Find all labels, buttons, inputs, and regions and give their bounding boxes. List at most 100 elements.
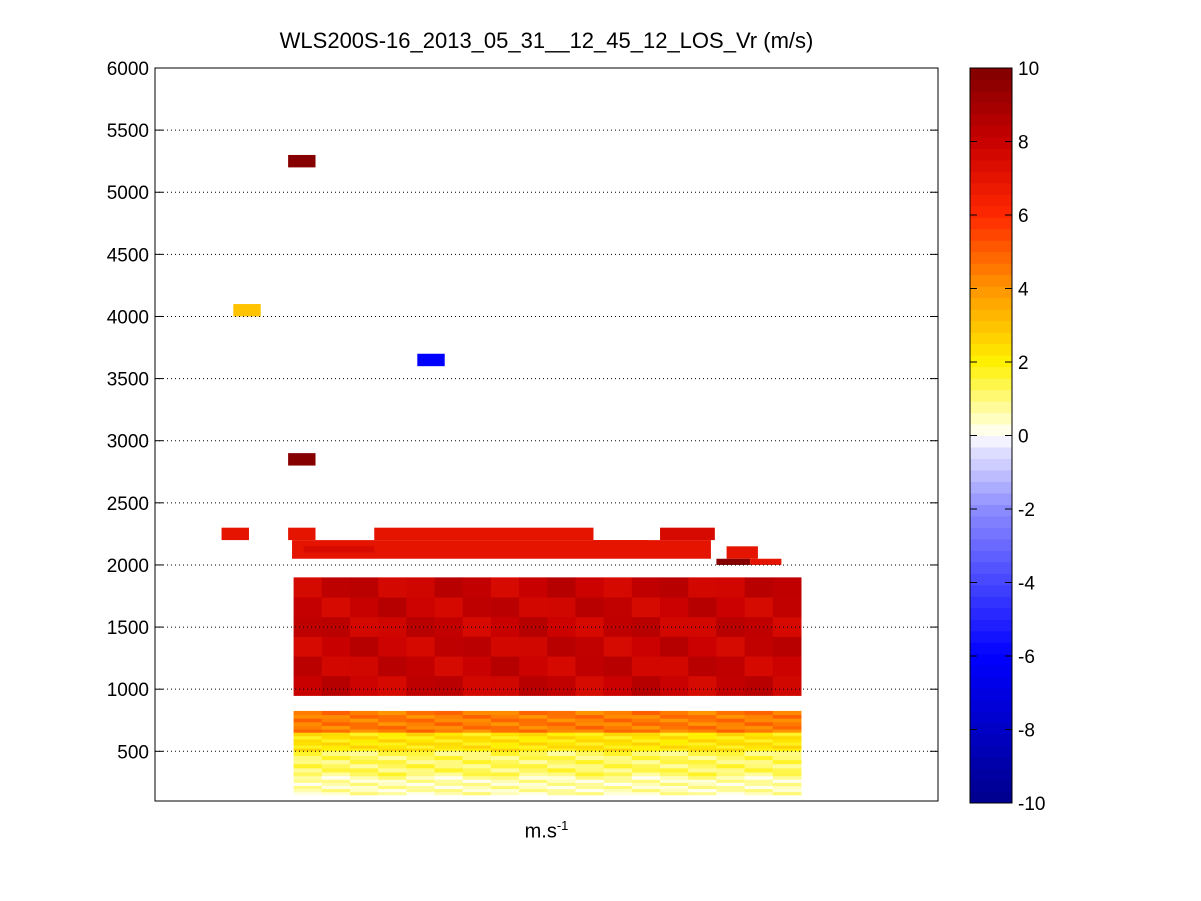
heatmap-band-cell xyxy=(490,741,520,746)
heatmap-band-cell xyxy=(378,738,407,743)
colorbar-swatch xyxy=(970,527,1012,540)
heatmap-band-cell xyxy=(321,751,351,756)
heatmap-band-cell xyxy=(490,729,520,734)
heatmap-band-cell xyxy=(434,745,464,749)
heatmap-band-cell xyxy=(406,597,436,618)
heatmap-band-cell xyxy=(490,714,520,719)
heatmap-band-cell xyxy=(660,710,689,716)
colorbar-swatch xyxy=(970,182,1012,195)
heatmap-band-cell xyxy=(490,725,520,730)
heatmap-band-cell xyxy=(406,791,436,796)
heatmap-band-cell xyxy=(575,738,605,743)
heatmap-band-cell xyxy=(321,735,351,740)
heatmap-band-cell xyxy=(631,735,661,740)
heatmap-band-cell xyxy=(603,718,633,723)
colorbar-swatch xyxy=(970,286,1012,299)
heatmap-band-cell xyxy=(519,776,548,780)
heatmap-band-cell xyxy=(321,725,351,730)
heatmap-band-cell xyxy=(490,656,520,677)
heatmap-band-cell xyxy=(744,782,774,786)
colorbar-swatch xyxy=(970,619,1012,632)
heatmap-band-cell xyxy=(406,714,436,719)
heatmap-band-cell xyxy=(434,776,464,780)
heatmap-band-cell xyxy=(321,577,351,598)
heatmap-band-cell xyxy=(406,732,436,737)
heatmap-band-cell xyxy=(744,710,774,716)
colorbar-swatch xyxy=(970,194,1012,207)
heatmap-band-cell xyxy=(688,748,717,752)
heatmap-band-cell xyxy=(688,616,717,637)
heatmap-band-cell xyxy=(744,714,774,719)
y-tick-label: 1000 xyxy=(107,680,149,701)
colorbar-swatch xyxy=(970,320,1012,333)
heatmap-band-cell xyxy=(434,577,464,598)
heatmap-band-cell xyxy=(434,767,464,773)
heatmap-band-cell xyxy=(378,721,407,726)
heatmap-band-cell xyxy=(406,751,436,756)
heatmap-band-cell xyxy=(293,721,323,726)
heatmap-band-cell xyxy=(349,675,379,696)
heatmap-band-cell xyxy=(744,748,774,752)
heatmap-band-cell xyxy=(575,763,605,769)
heatmap-band-cell xyxy=(321,738,351,743)
heatmap-band-cell xyxy=(631,738,661,743)
heatmap-band-cell xyxy=(321,767,351,773)
colorbar-swatch xyxy=(970,125,1012,138)
heatmap-cell xyxy=(726,546,758,559)
heatmap-band-cell xyxy=(349,788,379,793)
colorbar-swatch xyxy=(970,688,1012,701)
heatmap-band-cell xyxy=(603,751,633,756)
heatmap-band-cell xyxy=(349,616,379,637)
heatmap-band-cell xyxy=(293,741,323,746)
heatmap-band-cell xyxy=(688,721,717,726)
heatmap-band-cell xyxy=(716,735,746,740)
heatmap-band-cell xyxy=(293,745,323,749)
colorbar-swatch xyxy=(970,596,1012,609)
heatmap-band-cell xyxy=(716,776,746,780)
heatmap-band-cell xyxy=(349,785,379,790)
heatmap-band-cell xyxy=(519,767,548,773)
heatmap-band-cell xyxy=(462,748,492,752)
heatmap-band-cell xyxy=(321,721,351,726)
colorbar-swatch xyxy=(970,630,1012,643)
heatmap-band-cell xyxy=(406,745,436,749)
colorbar-tick-label: 4 xyxy=(1018,280,1029,301)
heatmap-band-cell xyxy=(378,767,407,773)
heatmap-band-cell xyxy=(406,656,436,677)
heatmap-band-cell xyxy=(293,675,323,696)
colorbar-swatch xyxy=(970,240,1012,253)
heatmap-band-cell xyxy=(434,785,464,790)
heatmap-band-cell xyxy=(688,763,717,769)
heatmap-band-cell xyxy=(462,738,492,743)
heatmap-band-cell xyxy=(406,755,436,761)
heatmap-band-cell xyxy=(378,788,407,793)
colorbar-swatch xyxy=(970,171,1012,184)
heatmap-band-cell xyxy=(378,745,407,749)
heatmap-band-cell xyxy=(631,718,661,723)
colorbar-swatch xyxy=(970,389,1012,402)
heatmap-band-cell xyxy=(772,577,802,598)
heatmap-band-cell xyxy=(716,759,746,765)
heatmap-band-cell xyxy=(575,675,605,696)
heatmap-band-cell xyxy=(349,767,379,773)
heatmap-band-cell xyxy=(772,714,802,719)
heatmap-band-cell xyxy=(575,755,605,761)
heatmap-band-cell xyxy=(660,779,689,783)
heatmap-band-cell xyxy=(321,714,351,719)
colorbar-swatch xyxy=(970,113,1012,126)
heatmap-band-cell xyxy=(631,755,661,761)
heatmap-band-cell xyxy=(378,636,407,657)
heatmap-band-cell xyxy=(490,791,520,796)
heatmap-band-cell xyxy=(293,729,323,734)
heatmap-cell xyxy=(716,558,751,565)
heatmap-band-cell xyxy=(293,735,323,740)
heatmap-band-cell xyxy=(462,597,492,618)
heatmap-band-cell xyxy=(378,597,407,618)
heatmap-band-cell xyxy=(660,759,689,765)
heatmap-band-cell xyxy=(321,788,351,793)
heatmap-band-cell xyxy=(293,636,323,657)
heatmap-band-cell xyxy=(716,791,746,796)
y-tick-label: 3000 xyxy=(107,432,149,453)
heatmap-band-cell xyxy=(349,597,379,618)
colorbar-swatch xyxy=(970,297,1012,310)
